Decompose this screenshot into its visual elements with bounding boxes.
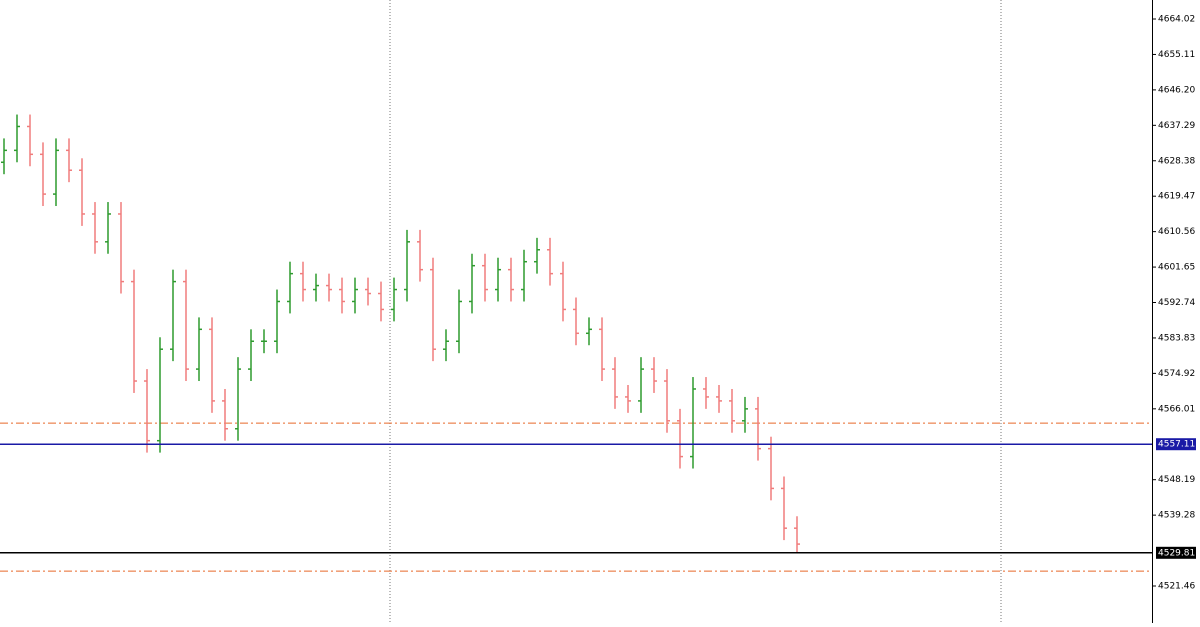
y-tick-label: 4548.19 [1158, 475, 1195, 485]
y-tick-label: 4592.74 [1158, 298, 1195, 308]
price-level-box [1156, 438, 1196, 451]
y-tick-label: 4583.83 [1158, 333, 1195, 343]
y-tick-label: 4574.92 [1158, 369, 1195, 379]
y-tick-label: 4628.38 [1158, 156, 1195, 166]
y-tick-label: 4539.28 [1158, 511, 1195, 521]
price-level-box [1156, 546, 1196, 559]
y-tick-label: 4619.47 [1158, 192, 1195, 202]
y-tick-label: 4637.29 [1158, 121, 1195, 131]
y-tick-label: 4664.02 [1158, 15, 1195, 25]
y-tick-label: 4566.01 [1158, 404, 1195, 414]
y-tick-label: 4601.65 [1158, 263, 1195, 273]
y-tick-label: 4521.46 [1158, 582, 1195, 592]
y-tick-label: 4655.11 [1158, 50, 1195, 60]
y-tick-label: 4610.56 [1158, 227, 1195, 237]
price-level-label: 4529.81 [1158, 548, 1195, 558]
y-tick-label: 4646.20 [1158, 85, 1195, 95]
price-level-label: 4557.11 [1158, 440, 1195, 450]
